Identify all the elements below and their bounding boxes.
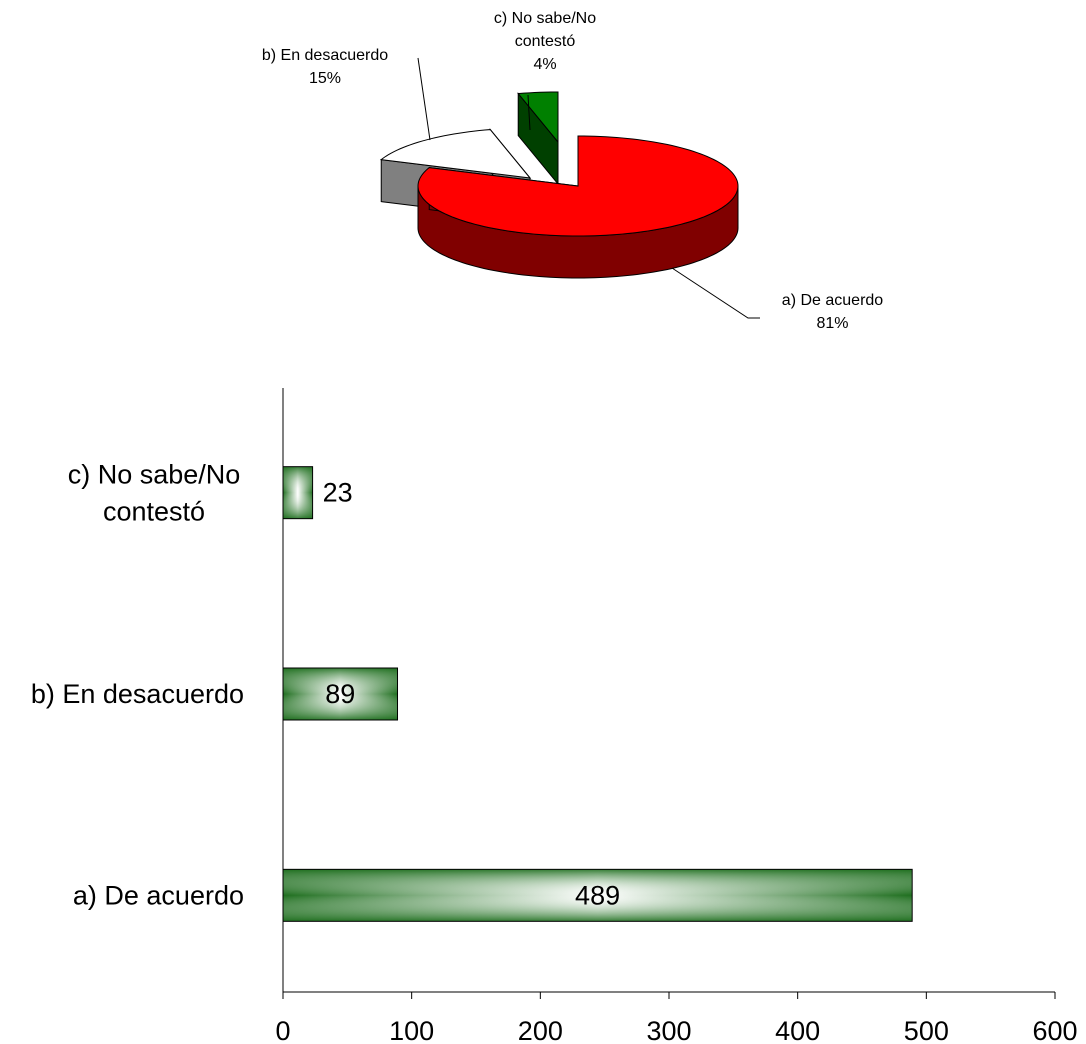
- pie-label-de-acuerdo-pct: 81%: [816, 315, 849, 332]
- pie-slice-top-de_acuerdo: [417, 135, 739, 237]
- bar-shade: [283, 466, 313, 519]
- bar-1: [282, 667, 399, 721]
- bar-value-label: 489: [575, 880, 620, 910]
- bar-outline: [282, 466, 314, 520]
- pie-label-no-sabe-pct: 4%: [533, 56, 557, 73]
- pie-leader-lines: [417, 57, 760, 319]
- bar-category-label: a) De acuerdo: [73, 880, 244, 910]
- x-tick-label: 500: [904, 1016, 949, 1044]
- pie-label-no-sabe: c) No sabe/No contestó 4%: [470, 7, 620, 76]
- bar-category-label-line2: contestó: [103, 497, 205, 527]
- leader-no-sabe: [527, 94, 531, 131]
- x-tick-label: 400: [775, 1016, 820, 1044]
- bar-shade: [283, 668, 398, 720]
- pie-label-no-sabe-line1b: contestó: [514, 33, 576, 50]
- pie-label-de-acuerdo-line1: a) De acuerdo: [781, 292, 884, 309]
- pie-label-en-desacuerdo: b) En desacuerdo 15%: [225, 44, 425, 90]
- pie-chart: [379, 57, 760, 319]
- x-tick-label: 100: [389, 1016, 434, 1044]
- bar-0: [282, 466, 314, 520]
- bar-category-label: b) En desacuerdo: [31, 679, 244, 709]
- pie-label-en-desacuerdo-pct: 15%: [308, 70, 342, 87]
- x-tick-label: 200: [518, 1016, 563, 1044]
- pie-label-de-acuerdo: a) De acuerdo 81%: [745, 289, 920, 335]
- bar-value-label: 89: [325, 679, 355, 709]
- bar-category-label: c) No sabe/No: [68, 460, 241, 490]
- bar-value-label: 23: [323, 478, 353, 508]
- bar-axes: 0 100 200 300 400 500 600: [275, 388, 1078, 1044]
- bar-outline: [282, 667, 399, 721]
- bar-labels: 23 c) No sabe/No contestó 89 b) En desacuerd…: [31, 460, 620, 911]
- pie-label-no-sabe-line1: c) No sabe/No: [493, 10, 597, 27]
- pie-label-en-desacuerdo-line1: b) En desacuerdo: [261, 47, 389, 64]
- x-tick-label: 600: [1032, 1016, 1077, 1044]
- x-tick-label: 300: [646, 1016, 691, 1044]
- x-tick-label: 0: [275, 1016, 290, 1044]
- bar-series: [282, 466, 913, 922]
- pie-slice-de_acuerdo: [417, 135, 739, 279]
- leader-de-acuerdo: [671, 267, 760, 319]
- bar-outline: [282, 868, 913, 922]
- bar-shade: [283, 869, 913, 922]
- leader-en-desacuerdo: [417, 57, 431, 141]
- pie-slice-top-en_desacuerdo: [379, 129, 532, 179]
- bar-2: [282, 868, 913, 922]
